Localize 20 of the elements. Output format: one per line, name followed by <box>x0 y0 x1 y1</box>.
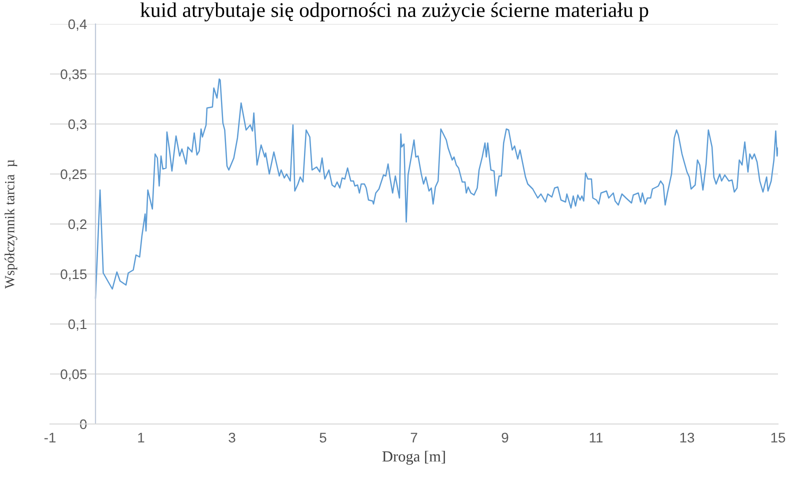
x-tick-label: 3 <box>228 432 236 443</box>
x-tick-label: 11 <box>590 432 603 442</box>
y-tick-label: 0,4 <box>68 19 87 31</box>
y-tick-label: 0,15 <box>60 269 87 281</box>
x-tick-label: 13 <box>680 432 694 443</box>
y-axis-title: Współczynnik tarcia µ <box>4 160 18 289</box>
x-tick-label: -1 <box>44 432 56 442</box>
y-tick-label: 0,3 <box>68 119 87 131</box>
x-tick-label: 7 <box>410 432 418 442</box>
y-tick-label: 0,2 <box>68 219 86 231</box>
chart-title: kuid atrybutaje się odporności na zużycie ścierne materiału p <box>140 2 648 22</box>
x-tick-label: 15 <box>771 432 786 443</box>
x-tick-label: 9 <box>502 432 508 443</box>
y-tick-label: 0,05 <box>60 369 87 381</box>
x-tick-label: 5 <box>320 432 326 443</box>
y-tick-label: 0,1 <box>68 319 86 331</box>
x-axis-title: Droga [m] <box>382 450 445 465</box>
x-tick-label: 1 <box>138 432 144 442</box>
y-tick-label: 0,35 <box>60 69 87 81</box>
y-tick-label: 0,25 <box>60 169 87 181</box>
